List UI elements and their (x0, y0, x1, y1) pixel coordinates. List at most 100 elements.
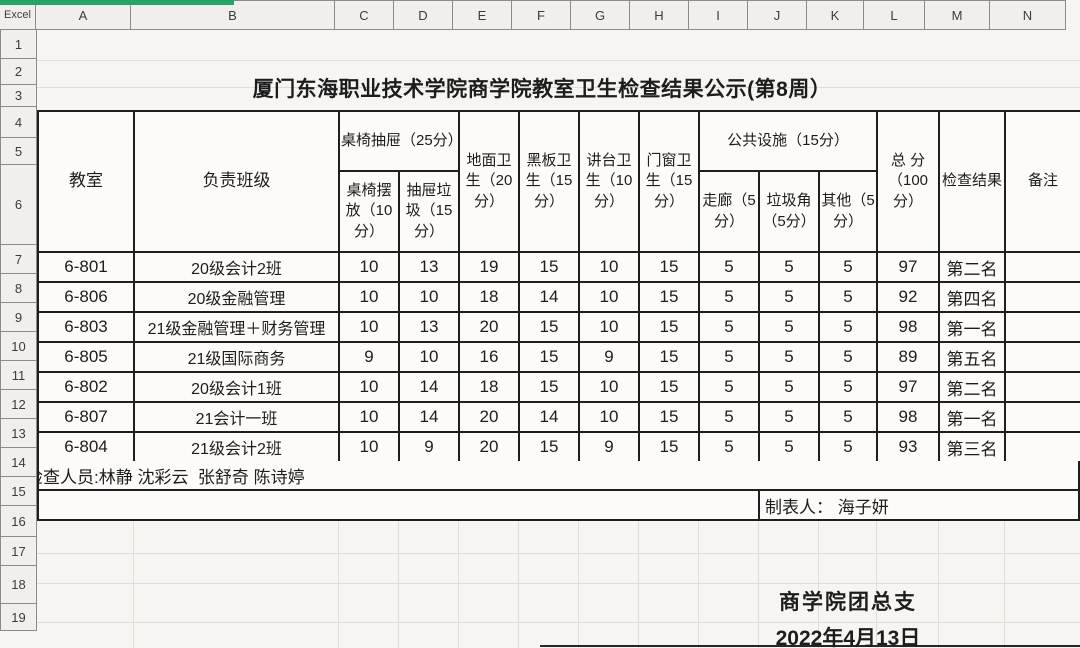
cell-score[interactable]: 10 (578, 281, 640, 313)
column-header-l[interactable]: L (863, 0, 925, 30)
cell-room[interactable]: 6-803 (37, 311, 135, 343)
row-header-7[interactable]: 7 (0, 244, 37, 274)
header-desk[interactable]: 桌椅摆放（10分） (338, 170, 400, 253)
cell-score[interactable]: 15 (638, 431, 700, 463)
row-header-3[interactable]: 3 (0, 84, 37, 107)
cell-score[interactable]: 9 (578, 341, 640, 373)
cell-class[interactable]: 21会计一班 (133, 401, 340, 433)
row-header-19[interactable]: 19 (0, 603, 37, 631)
cell-total[interactable]: 97 (876, 371, 941, 403)
cell-rank[interactable]: 第三名 (938, 431, 1007, 463)
cell-score[interactable]: 10 (338, 401, 400, 433)
header-floor[interactable]: 地面卫生（20分） (458, 110, 520, 253)
cell-class[interactable]: 20级会计1班 (133, 371, 340, 403)
row-header-16[interactable]: 16 (0, 505, 37, 537)
inspectors-cell[interactable]: 检查人员:林静 沈彩云 张舒奇 陈诗婷 (37, 461, 1080, 491)
column-header-n[interactable]: N (989, 0, 1066, 30)
header-result[interactable]: 检查结果 (938, 110, 1007, 253)
header-total[interactable]: 总 分（100分） (876, 110, 941, 253)
cell-score[interactable]: 15 (638, 311, 700, 343)
cell-total[interactable]: 98 (876, 311, 941, 343)
cell-score[interactable]: 5 (698, 401, 760, 433)
creator-empty-cell[interactable] (39, 491, 760, 519)
cell-score[interactable]: 10 (578, 401, 640, 433)
row-header-13[interactable]: 13 (0, 418, 37, 448)
cell-rank[interactable]: 第二名 (938, 251, 1007, 283)
cell-score[interactable]: 15 (518, 431, 580, 463)
cell-remark[interactable] (1004, 431, 1080, 463)
cell-class[interactable]: 21级会计2班 (133, 431, 340, 463)
cell-score[interactable]: 5 (817, 371, 879, 403)
column-header-b[interactable]: B (130, 0, 335, 30)
cell-class[interactable]: 21级金融管理＋财务管理 (133, 311, 340, 343)
cell-score[interactable]: 14 (398, 401, 460, 433)
cell-score[interactable]: 15 (638, 341, 700, 373)
cell-score[interactable]: 9 (338, 341, 400, 373)
header-board[interactable]: 黑板卫生（15分） (518, 110, 580, 253)
row-header-1[interactable]: 1 (0, 29, 37, 59)
cell-score[interactable]: 10 (338, 281, 400, 313)
column-header-j[interactable]: J (747, 0, 807, 30)
cell-score[interactable]: 5 (698, 341, 760, 373)
cell-score[interactable]: 20 (458, 431, 520, 463)
cell-score[interactable]: 5 (817, 401, 879, 433)
row-header-2[interactable]: 2 (0, 58, 37, 85)
row-header-4[interactable]: 4 (0, 106, 37, 138)
cell-remark[interactable] (1004, 401, 1080, 433)
cell-score[interactable]: 5 (817, 341, 879, 373)
column-header-k[interactable]: K (806, 0, 864, 30)
cell-total[interactable]: 89 (876, 341, 941, 373)
cell-score[interactable]: 15 (638, 401, 700, 433)
cell-score[interactable]: 18 (458, 281, 520, 313)
cell-score[interactable]: 5 (817, 311, 879, 343)
cell-score[interactable]: 13 (398, 251, 460, 283)
cell-score[interactable]: 16 (458, 341, 520, 373)
header-remark[interactable]: 备注 (1004, 110, 1080, 253)
cell-score[interactable]: 10 (578, 311, 640, 343)
cell-score[interactable]: 5 (698, 431, 760, 463)
column-header-d[interactable]: D (393, 0, 453, 30)
cell-rank[interactable]: 第五名 (938, 341, 1007, 373)
cell-score[interactable]: 5 (758, 251, 820, 283)
cell-score[interactable]: 19 (458, 251, 520, 283)
org-signature[interactable]: 商学院团总支 (779, 591, 917, 614)
cell-score[interactable]: 15 (518, 311, 580, 343)
cell-score[interactable]: 5 (758, 341, 820, 373)
cell-room[interactable]: 6-807 (37, 401, 135, 433)
cell-score[interactable]: 5 (817, 281, 879, 313)
row-header-10[interactable]: 10 (0, 331, 37, 361)
cell-score[interactable]: 9 (578, 431, 640, 463)
cell-remark[interactable] (1004, 371, 1080, 403)
cell-score[interactable]: 9 (398, 431, 460, 463)
cell-score[interactable]: 5 (698, 251, 760, 283)
cell-score[interactable]: 14 (398, 371, 460, 403)
cell-score[interactable]: 20 (458, 401, 520, 433)
cell-score[interactable]: 15 (518, 341, 580, 373)
cell-rank[interactable]: 第四名 (938, 281, 1007, 313)
cell-room[interactable]: 6-802 (37, 371, 135, 403)
header-desk-group[interactable]: 桌椅抽屉（25分） (338, 110, 460, 172)
column-header-h[interactable]: H (629, 0, 689, 30)
cell-score[interactable]: 5 (758, 281, 820, 313)
row-header-5[interactable]: 5 (0, 137, 37, 165)
row-header-14[interactable]: 14 (0, 447, 37, 477)
row-header-6[interactable]: 6 (0, 164, 37, 245)
cell-score[interactable]: 14 (518, 401, 580, 433)
cell-rank[interactable]: 第二名 (938, 371, 1007, 403)
column-header-i[interactable]: I (688, 0, 748, 30)
column-header-e[interactable]: E (452, 0, 512, 30)
cell-score[interactable]: 5 (698, 311, 760, 343)
cell-score[interactable]: 15 (638, 251, 700, 283)
cell-class[interactable]: 20级金融管理 (133, 281, 340, 313)
header-public-group[interactable]: 公共设施（15分） (697, 110, 879, 172)
cell-score[interactable]: 5 (698, 371, 760, 403)
row-header-9[interactable]: 9 (0, 302, 37, 332)
cell-score[interactable]: 5 (817, 431, 879, 463)
cell-score[interactable]: 5 (698, 281, 760, 313)
cell-score[interactable]: 10 (578, 371, 640, 403)
cell-score[interactable]: 13 (398, 311, 460, 343)
cell-score[interactable]: 5 (758, 431, 820, 463)
cell-score[interactable]: 14 (518, 281, 580, 313)
cell-total[interactable]: 93 (876, 431, 941, 463)
row-header-12[interactable]: 12 (0, 389, 37, 419)
